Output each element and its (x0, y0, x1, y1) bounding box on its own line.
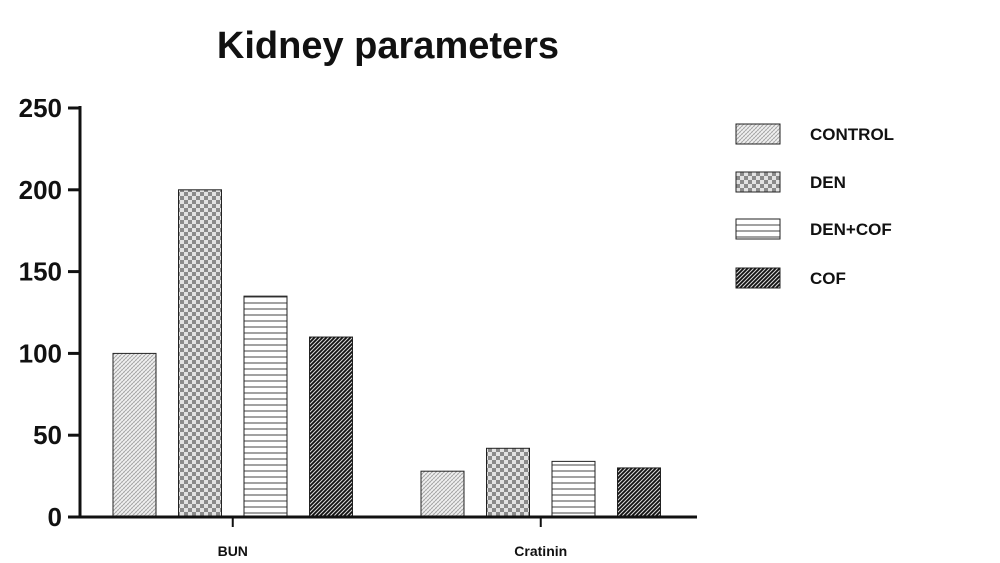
chart-title: Kidney parameters (217, 25, 559, 67)
legend-label: DEN (810, 173, 846, 192)
bars (112, 189, 661, 518)
bar-bun-den-cof (243, 295, 288, 518)
bar-cratinin-den (486, 447, 530, 518)
bar-bun-cof (309, 336, 353, 518)
y-tick-label: 50 (33, 420, 62, 450)
bar-bun-control (112, 352, 157, 518)
y-tick-label: 200 (19, 175, 62, 205)
legend: CONTROL DEN DEN+COF COF (735, 123, 894, 289)
x-tick-label: Cratinin (514, 543, 567, 559)
bar-cratinin-control (420, 470, 465, 518)
x-tick-label: BUN (218, 543, 248, 559)
y-tick-label: 150 (19, 257, 62, 287)
legend-label: CONTROL (810, 125, 894, 144)
y-tick-label: 0 (48, 502, 62, 532)
legend-swatch-cof (735, 267, 781, 289)
legend-swatch-control (735, 123, 781, 145)
legend-label: DEN+COF (810, 220, 892, 239)
y-tick-label: 100 (19, 338, 62, 368)
bar-cratinin-cof (617, 467, 661, 518)
legend-swatch-den-cof (735, 218, 781, 240)
legend-label: COF (810, 269, 846, 288)
legend-swatch-den (735, 171, 781, 193)
y-tick-label: 250 (19, 93, 62, 123)
bar-bun-den (178, 189, 222, 518)
x-axis: BUN Cratinin (79, 515, 697, 559)
bar-cratinin-den-cof (551, 460, 596, 518)
y-axis: 0 50 100 150 200 250 (19, 93, 82, 532)
